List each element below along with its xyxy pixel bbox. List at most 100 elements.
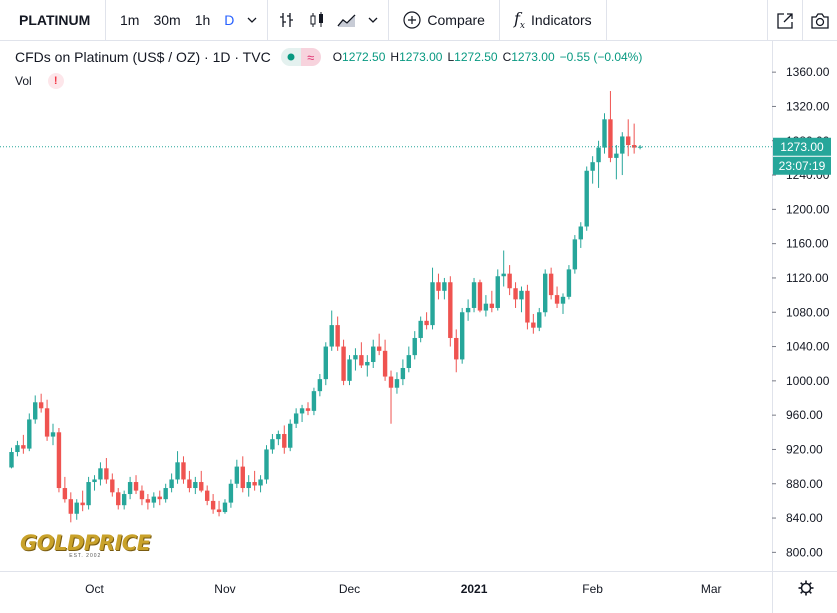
candle-body bbox=[543, 273, 548, 313]
candle-body bbox=[121, 494, 127, 506]
candle-body bbox=[145, 499, 151, 503]
candle-body bbox=[228, 483, 234, 503]
candle-body bbox=[584, 170, 589, 227]
close-key: C bbox=[502, 50, 512, 64]
current-price-badge bbox=[773, 137, 831, 156]
volume-legend: Vol ! bbox=[15, 73, 64, 89]
dot-icon bbox=[280, 48, 301, 66]
candle-body bbox=[15, 445, 20, 453]
candle-body bbox=[110, 479, 115, 493]
y-tick-label: 1080.00 bbox=[786, 305, 830, 319]
candle-body bbox=[92, 479, 97, 483]
candle-body bbox=[637, 146, 643, 148]
candle-body bbox=[483, 303, 489, 311]
candle-body bbox=[293, 413, 299, 424]
candle-body bbox=[204, 490, 210, 501]
compare-label: Compare bbox=[427, 12, 485, 28]
toolbar-divider bbox=[498, 0, 500, 41]
interval-1h[interactable]: 1h bbox=[194, 12, 211, 28]
candle-body bbox=[74, 502, 79, 514]
logo-est: EST. 2002 bbox=[69, 553, 102, 559]
candle-body bbox=[424, 320, 429, 326]
x-tick-label: Feb bbox=[582, 582, 603, 596]
candle-body bbox=[376, 346, 382, 351]
candle-body bbox=[353, 355, 358, 360]
settings-icon[interactable] bbox=[798, 580, 814, 596]
current-price-label: 1273.00 bbox=[780, 140, 824, 154]
interval-30m[interactable]: 30m bbox=[153, 12, 181, 28]
candle-body bbox=[531, 322, 536, 328]
candle-body bbox=[27, 419, 32, 449]
y-tick-label: 1000.00 bbox=[786, 374, 830, 388]
goldprice-logo: GOLDPRICE EST. 2002 bbox=[20, 531, 151, 559]
candle-body bbox=[347, 359, 352, 381]
symbol-search[interactable]: PLATINUM bbox=[0, 0, 106, 41]
candle-body bbox=[459, 312, 465, 360]
candle-body bbox=[548, 273, 554, 296]
candle-body bbox=[98, 468, 103, 480]
camera-icon[interactable] bbox=[802, 0, 837, 41]
fullscreen-icon[interactable] bbox=[767, 0, 802, 41]
candles-icon[interactable] bbox=[302, 0, 332, 41]
vol-label: Vol bbox=[15, 74, 32, 88]
candle-body bbox=[169, 479, 174, 489]
candle-body bbox=[477, 282, 483, 311]
y-tick-label: 1040.00 bbox=[786, 340, 830, 354]
candle-body bbox=[620, 136, 625, 154]
candle-body bbox=[62, 488, 68, 500]
candle-body bbox=[157, 496, 162, 500]
candle-body bbox=[116, 492, 121, 506]
candle-body bbox=[240, 466, 245, 489]
candle-body bbox=[400, 367, 406, 380]
candle-body bbox=[335, 325, 340, 347]
high-key: H bbox=[390, 50, 400, 64]
candle-body bbox=[252, 482, 257, 486]
candle-body bbox=[596, 147, 601, 163]
wave-icon: ≈ bbox=[300, 48, 321, 66]
y-tick-label: 920.00 bbox=[786, 442, 823, 456]
area-chart-icon[interactable] bbox=[332, 0, 362, 41]
candle-body bbox=[50, 432, 56, 437]
interval-1m[interactable]: 1m bbox=[120, 12, 140, 28]
x-tick-label: Oct bbox=[85, 582, 104, 596]
indicators-label: Indicators bbox=[530, 12, 592, 28]
interval-d[interactable]: D bbox=[224, 12, 235, 28]
bars-icon[interactable] bbox=[272, 0, 302, 41]
candle-body bbox=[38, 402, 44, 409]
top-toolbar: PLATINUM 1m 30m 1h D Compare fx Indicato… bbox=[0, 0, 837, 41]
candle-body bbox=[608, 119, 613, 158]
candle-body bbox=[234, 466, 240, 484]
compare-button[interactable]: Compare bbox=[393, 0, 495, 41]
candle-body bbox=[418, 320, 423, 338]
candle-body bbox=[80, 502, 85, 506]
candle-body bbox=[365, 361, 370, 366]
candle-body bbox=[614, 153, 619, 158]
series-toggle[interactable]: ≈ bbox=[280, 48, 321, 66]
y-tick-label: 840.00 bbox=[786, 511, 823, 525]
candle-body bbox=[507, 273, 512, 289]
candle-body bbox=[127, 482, 133, 495]
warning-icon[interactable]: ! bbox=[47, 73, 64, 89]
candle-body bbox=[495, 276, 500, 308]
x-tick-label: 2021 bbox=[461, 582, 488, 596]
candle-body bbox=[602, 119, 607, 148]
toolbar-divider bbox=[605, 0, 607, 41]
toolbar-divider bbox=[388, 0, 390, 41]
candle-body bbox=[68, 499, 73, 514]
candle-body bbox=[9, 452, 14, 468]
price-chart[interactable]: 800.00 840.00 880.00 920.00 960.00 1000.00 104… bbox=[0, 41, 837, 613]
chevron-down-icon[interactable] bbox=[362, 0, 384, 41]
countdown-label: 23:07:19 bbox=[779, 159, 826, 173]
indicators-button[interactable]: fx Indicators bbox=[504, 0, 602, 41]
candle-body bbox=[44, 408, 50, 437]
candle-body bbox=[56, 432, 62, 489]
candle-body bbox=[590, 162, 595, 171]
candle-body bbox=[139, 490, 145, 500]
candle-body bbox=[246, 482, 251, 489]
candle-body bbox=[199, 482, 204, 491]
chevron-down-icon[interactable] bbox=[241, 0, 263, 41]
toolbar-divider bbox=[267, 0, 269, 41]
y-tick-label: 800.00 bbox=[786, 545, 823, 559]
candle-body bbox=[222, 502, 228, 513]
open-value: 1272.50 bbox=[342, 50, 386, 64]
